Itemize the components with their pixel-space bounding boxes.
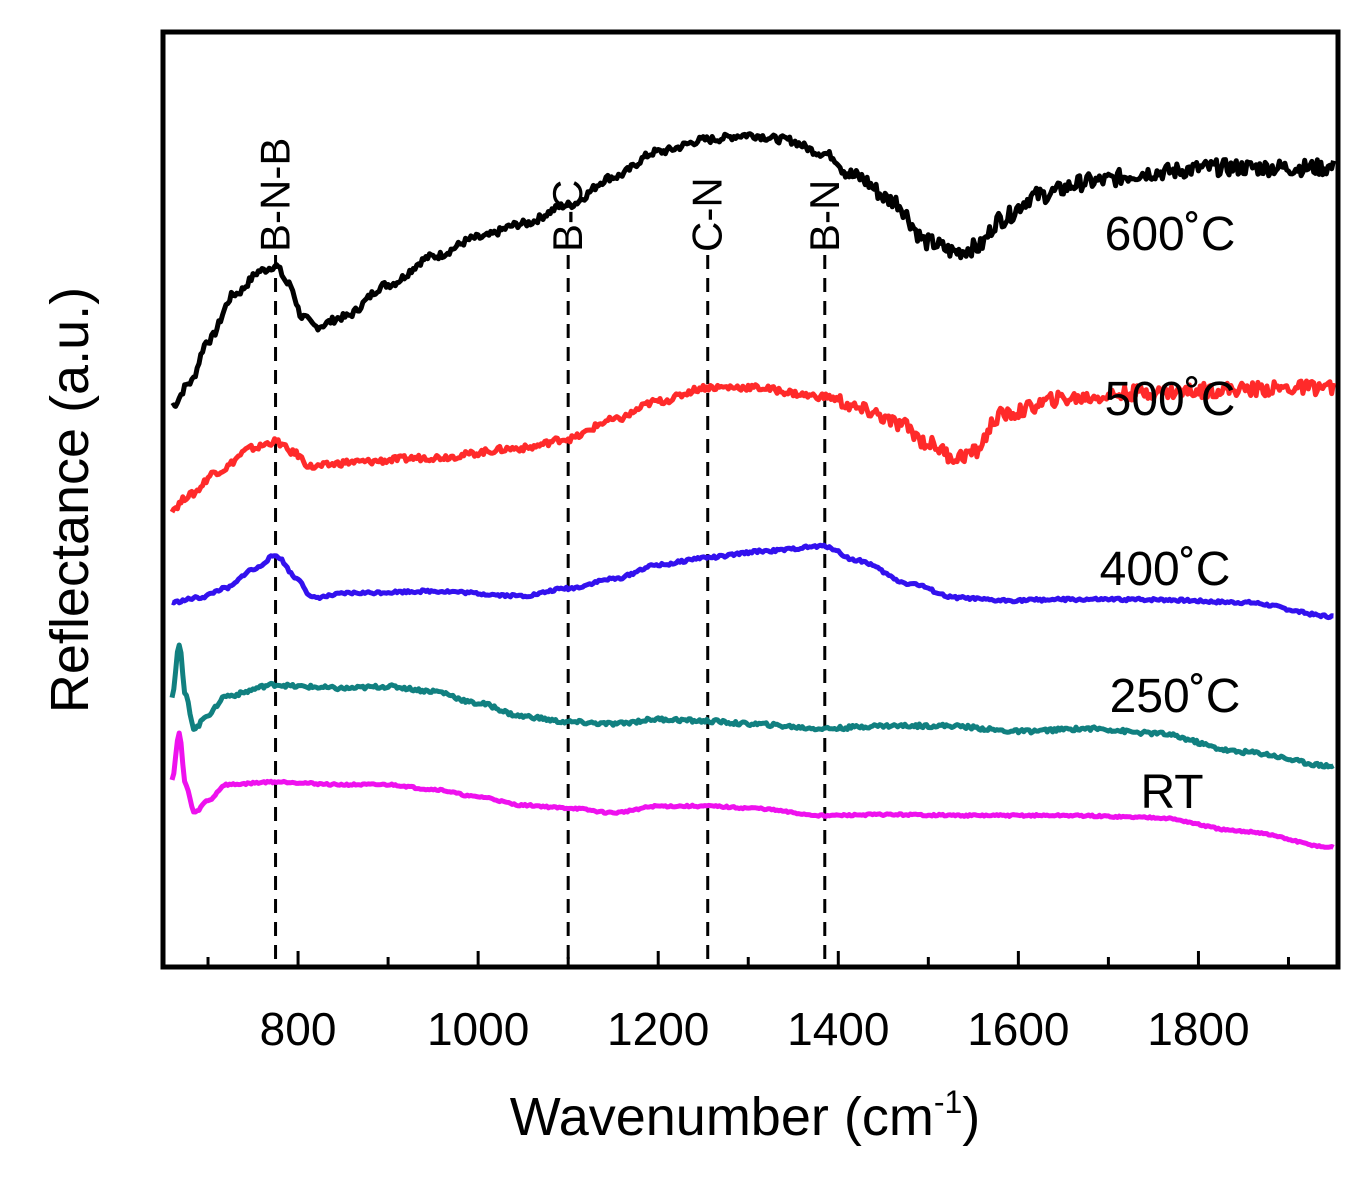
- x-axis-title-main: Wavenumber (cm: [510, 1087, 934, 1147]
- series-label-2: 400˚C: [1100, 543, 1231, 596]
- x-tick-label-1000: 1000: [427, 1003, 529, 1055]
- series-label-0: 600˚C: [1105, 208, 1236, 261]
- ref-label-b-n: B-N: [801, 180, 848, 252]
- y-axis-title: Reflectance (a.u.): [40, 287, 100, 713]
- x-axis-title-sup: -1: [934, 1084, 962, 1120]
- x-tick-label-1600: 1600: [967, 1003, 1069, 1055]
- series-lines: [169, 131, 1336, 850]
- series-line-1: [169, 378, 1336, 514]
- x-tick-label-1400: 1400: [787, 1003, 889, 1055]
- series-line-2: [171, 542, 1335, 621]
- series-label-1: 500˚C: [1105, 373, 1236, 426]
- ref-label-b-n-b: B-N-B: [252, 138, 299, 252]
- x-axis-title-end: ): [962, 1087, 980, 1147]
- series-line-4: [169, 730, 1335, 850]
- plot-frame: [160, 29, 1341, 970]
- x-tick-label-1800: 1800: [1147, 1003, 1249, 1055]
- series-label-4: RT: [1140, 766, 1203, 819]
- x-axis-title: Wavenumber (cm-1): [510, 1084, 981, 1147]
- reference-lines: [274, 255, 827, 967]
- ref-label-b-c: B-C: [544, 180, 591, 252]
- series-labels: 600˚C 500˚C 400˚C 250˚C RT: [1100, 208, 1241, 819]
- series-line-3: [169, 642, 1335, 770]
- x-tick-label-800: 800: [260, 1003, 337, 1055]
- series-line-0: [170, 131, 1336, 409]
- ref-label-c-n: C-N: [684, 177, 731, 252]
- series-label-3: 250˚C: [1110, 670, 1241, 723]
- reference-line-labels: B-N-B B-C C-N B-N: [252, 138, 848, 252]
- x-axis-tick-labels: 800 1000 1200 1400 1600 1800: [260, 1003, 1250, 1055]
- x-tick-label-1200: 1200: [607, 1003, 709, 1055]
- x-axis-ticks: [206, 951, 1290, 967]
